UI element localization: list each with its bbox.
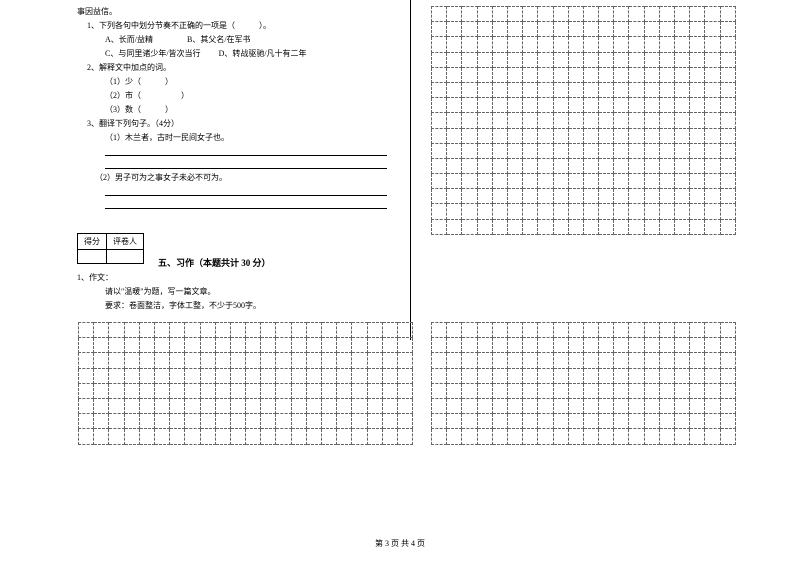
section-5-title: 五、习作（本题共计 30 分） bbox=[158, 256, 271, 269]
writing-grid-top-right bbox=[431, 6, 736, 235]
option-b: B、其父名/在军书 bbox=[187, 35, 251, 44]
q2-item-2: （2）市（ ） bbox=[77, 90, 397, 102]
question-3: 3、翻译下列句子。（4分） bbox=[77, 118, 397, 130]
answer-blank bbox=[105, 199, 387, 209]
column-divider bbox=[410, 0, 411, 340]
grader-label: 评卷人 bbox=[107, 234, 144, 250]
essay-req: 要求：卷面整洁，字体工整，不少于500字。 bbox=[77, 300, 397, 312]
writing-grid-bottom-right bbox=[431, 322, 736, 445]
essay-prompt: 1、作文： 请以"温暖"为题，写一篇文章。 要求：卷面整洁，字体工整，不少于50… bbox=[77, 272, 397, 314]
essay-topic: 请以"温暖"为题，写一篇文章。 bbox=[77, 286, 397, 298]
option-d: D、转战驱驰/凡十有二年 bbox=[219, 49, 307, 58]
option-a: A、长而/益精 bbox=[105, 35, 153, 44]
writing-grid-bottom-left bbox=[78, 322, 413, 445]
q2-item-1: （1）少（ ） bbox=[77, 76, 397, 88]
score-table: 得分 评卷人 bbox=[77, 233, 144, 264]
page-footer: 第 3 页 共 4 页 bbox=[0, 538, 800, 549]
exam-page: 事因益信。 1、下列各句中划分节奏不正确的一项是（ ）。 A、长而/益精 B、其… bbox=[0, 0, 800, 565]
score-label: 得分 bbox=[78, 234, 107, 250]
left-column: 事因益信。 1、下列各句中划分节奏不正确的一项是（ ）。 A、长而/益精 B、其… bbox=[77, 6, 397, 212]
option-c: C、与同里诸少年/皆次当行 bbox=[105, 49, 201, 58]
answer-blank bbox=[105, 146, 387, 156]
q3-item-2: （2）男子可为之事女子未必不可为。 bbox=[77, 172, 397, 184]
context-line: 事因益信。 bbox=[77, 6, 397, 18]
question-1: 1、下列各句中划分节奏不正确的一项是（ ）。 bbox=[77, 20, 397, 32]
answer-blank bbox=[105, 159, 387, 169]
q3-item-1: （1）木兰者，古时一民间女子也。 bbox=[77, 132, 397, 144]
question-2: 2、解释文中加点的词。 bbox=[77, 62, 397, 74]
grader-cell bbox=[107, 250, 144, 264]
q1-options-cd: C、与同里诸少年/皆次当行 D、转战驱驰/凡十有二年 bbox=[77, 48, 397, 60]
score-cell bbox=[78, 250, 107, 264]
q2-item-3: （3）数（ ） bbox=[77, 104, 397, 116]
essay-q1: 1、作文： bbox=[77, 272, 397, 284]
q1-options-ab: A、长而/益精 B、其父名/在军书 bbox=[77, 34, 397, 46]
answer-blank bbox=[105, 186, 387, 196]
